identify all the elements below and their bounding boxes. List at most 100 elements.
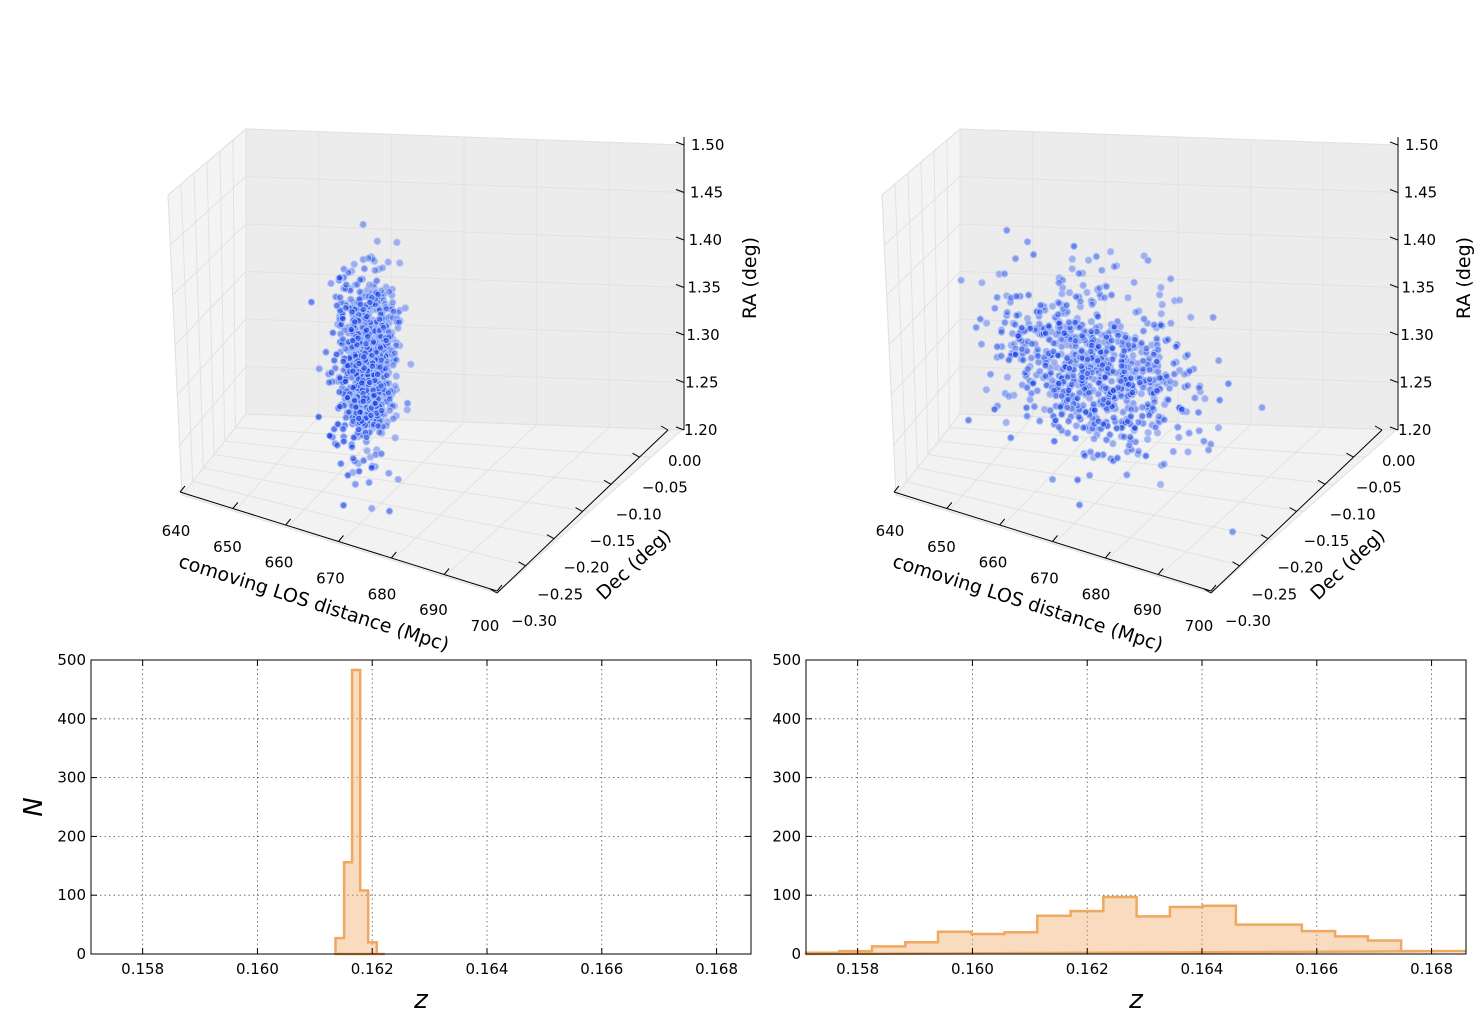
- scatter-point: [1138, 412, 1147, 420]
- scatter-point: [362, 340, 370, 348]
- z-tick: [675, 331, 685, 336]
- y-tick: [1203, 588, 1212, 594]
- scatter-point: [1119, 408, 1127, 416]
- y-tick-label: −0.30: [511, 612, 557, 630]
- scatter-point: [1110, 323, 1119, 331]
- scatter-point: [1094, 390, 1103, 398]
- x-tick-label: 0.158: [836, 960, 879, 978]
- scatter-point: [1165, 384, 1174, 392]
- scatter-point: [1187, 313, 1195, 321]
- scatter-point: [1030, 402, 1039, 411]
- scatter-point: [1157, 310, 1166, 318]
- scatter-point: [1007, 434, 1015, 442]
- scatter-point: [363, 447, 371, 455]
- scatter-point: [1083, 369, 1092, 378]
- scatter-point: [1018, 324, 1026, 332]
- scatter-point: [1051, 416, 1060, 425]
- scatter-point: [384, 388, 393, 397]
- scatter-point: [347, 295, 355, 303]
- y-tick: [632, 452, 640, 458]
- scatter-point: [993, 293, 1001, 302]
- scatter-point: [1102, 333, 1111, 341]
- scatter-point: [1023, 238, 1032, 246]
- z-tick: [675, 379, 685, 383]
- x-tick: [285, 518, 292, 526]
- z-tick: [675, 236, 685, 241]
- scatter-point: [332, 350, 341, 359]
- scatter-point: [1090, 406, 1099, 414]
- z-tick-label: 1.30: [1400, 326, 1433, 344]
- scatter-point: [383, 371, 391, 379]
- x-tick-label: 690: [1133, 601, 1162, 619]
- scatter-point: [1081, 451, 1089, 460]
- x-tick-label: 0.158: [121, 960, 164, 978]
- scatter-point: [1033, 387, 1042, 395]
- x-axis-title: z: [1128, 985, 1144, 1015]
- scatter-point: [1102, 436, 1111, 444]
- scatter-point: [396, 259, 404, 267]
- scatter-point: [348, 308, 356, 316]
- scatter-point: [345, 408, 353, 416]
- scatter-point: [336, 402, 344, 411]
- x-tick-label: 660: [979, 554, 1008, 572]
- scatter-point: [1110, 414, 1118, 422]
- scatter-point: [373, 237, 381, 245]
- scatter-point: [964, 416, 973, 424]
- z-gridline-left: [886, 223, 961, 296]
- y-gridline-floor: [906, 481, 1242, 567]
- scatter-point: [1095, 284, 1104, 292]
- scatter-point: [1049, 347, 1058, 356]
- z-gridline-back: [959, 366, 1397, 383]
- scatter-point: [1214, 424, 1223, 432]
- scatter-point: [350, 433, 358, 442]
- z-tick: [675, 189, 685, 193]
- scatter-point: [1092, 252, 1101, 261]
- scatter-point: [1003, 226, 1011, 235]
- z-tick: [675, 426, 685, 431]
- scatter-point: [1120, 433, 1128, 441]
- z-gridline-left: [172, 223, 247, 296]
- scatter-point: [1136, 379, 1144, 387]
- scatter-point: [1063, 354, 1071, 362]
- scatter-point: [1034, 352, 1042, 360]
- y-tick-label: −0.05: [1356, 479, 1402, 497]
- scatter-point: [1157, 321, 1165, 329]
- scatter-point: [978, 279, 986, 287]
- scatter-point: [1098, 361, 1107, 369]
- z-tick-label: 1.35: [1402, 279, 1435, 297]
- scatter-point: [359, 255, 367, 264]
- scatter-point: [391, 434, 399, 442]
- scatter-point: [1127, 374, 1135, 382]
- scatter-point: [403, 399, 412, 407]
- z-gridline-left: [181, 413, 247, 496]
- scatter-point: [360, 364, 368, 372]
- scatter-point: [354, 425, 363, 434]
- scatter-point: [392, 341, 400, 350]
- scatter-point: [389, 414, 397, 423]
- scatter-point: [371, 399, 379, 408]
- scatter-point: [379, 323, 388, 332]
- scatter-point: [368, 362, 377, 370]
- y-tick-label: 100: [772, 886, 801, 904]
- scatter-points: [957, 226, 1266, 536]
- scatter-point: [1058, 284, 1067, 292]
- z-tick-label: 1.50: [1405, 136, 1438, 154]
- scatter-point: [1137, 339, 1146, 347]
- scatter-point: [1071, 350, 1079, 359]
- scatter-point: [385, 507, 394, 515]
- scatter-point: [1027, 389, 1036, 397]
- x-tick-label: 680: [368, 585, 397, 603]
- scatter-point: [374, 422, 382, 430]
- scatter-point: [360, 353, 368, 361]
- z-gridline-left: [895, 413, 961, 496]
- scatter-point: [327, 279, 335, 288]
- scatter-point: [1001, 318, 1009, 327]
- scatter-point: [331, 364, 339, 372]
- scatter-point: [1077, 362, 1086, 371]
- scatter-point: [1145, 411, 1153, 419]
- scatter-point: [326, 432, 334, 440]
- scatter-point: [1183, 351, 1192, 359]
- scatter-point: [403, 406, 411, 414]
- scatter-point: [355, 467, 363, 475]
- scatter-point: [382, 305, 390, 313]
